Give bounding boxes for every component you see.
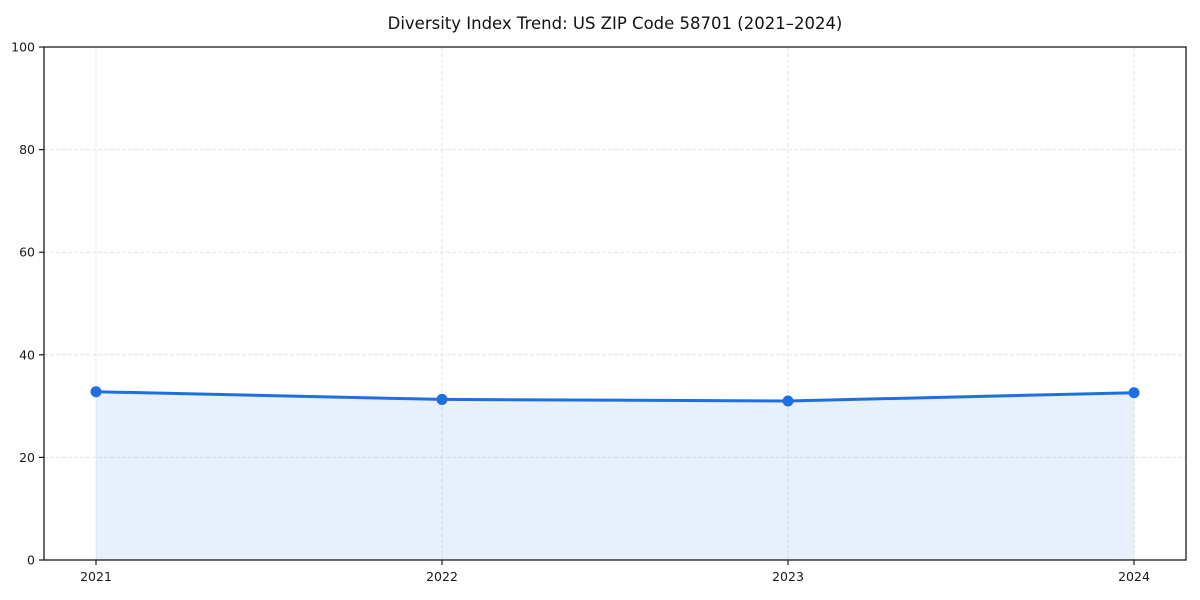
axis-tick-labels: 0 20 40 60 80 100 2021 2022 2023 2024 (11, 40, 1150, 585)
x-tick-label: 2021 (80, 569, 112, 584)
data-point-marker (782, 395, 794, 407)
data-point-marker (436, 393, 448, 405)
trend-line-path (94, 390, 1136, 403)
y-tick-label: 20 (19, 450, 35, 465)
y-tick-label: 100 (11, 40, 35, 55)
trend-line (94, 390, 1136, 403)
data-point-marker (1128, 387, 1140, 399)
data-point-marker (90, 386, 102, 398)
y-tick-label: 80 (19, 142, 35, 157)
y-tick-label: 40 (19, 347, 35, 362)
plot-border-rect (43, 46, 1187, 561)
plot-border (43, 46, 1187, 561)
area-fill-path (96, 391, 1134, 560)
x-tick-label: 2024 (1118, 569, 1150, 584)
y-tick-label: 0 (27, 553, 35, 568)
x-tick-label: 2022 (426, 569, 458, 584)
y-tick-label: 60 (19, 245, 35, 260)
data-points (90, 386, 1140, 407)
grid-lines (44, 46, 1186, 561)
area-fill (96, 391, 1134, 560)
x-tick-label: 2023 (772, 569, 804, 584)
chart-title: Diversity Index Trend: US ZIP Code 58701… (388, 14, 843, 33)
axis-ticks (39, 46, 1135, 565)
